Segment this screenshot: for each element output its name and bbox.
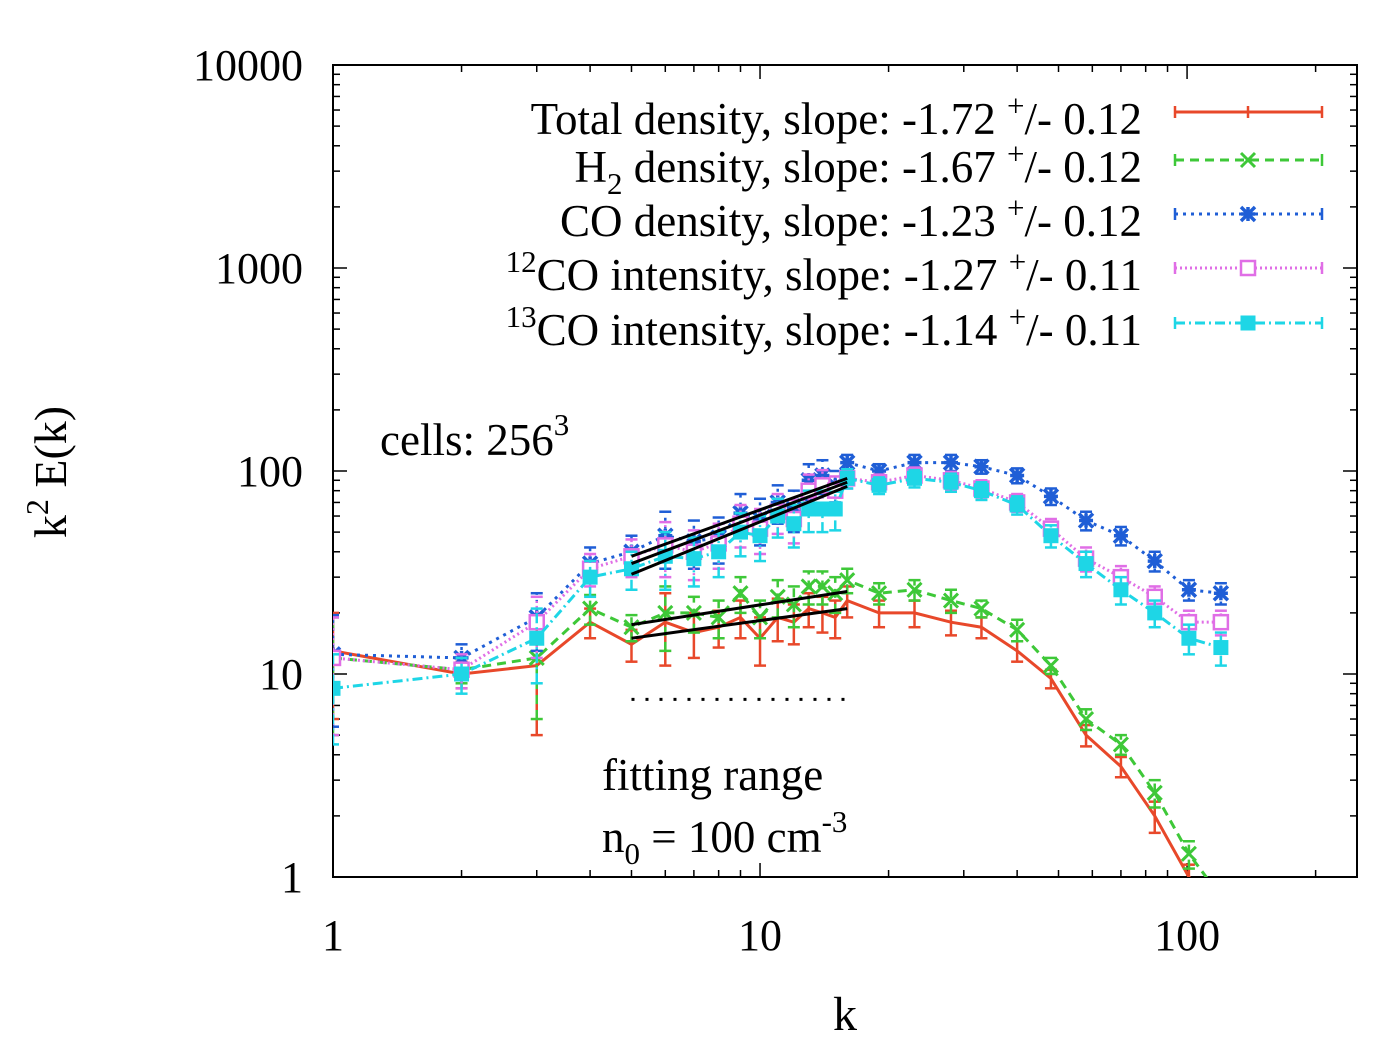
point-marker <box>838 454 856 471</box>
point-marker <box>582 600 599 617</box>
point-marker <box>1042 657 1060 674</box>
point-marker <box>942 454 960 471</box>
y-tick-label: 100 <box>237 447 303 496</box>
legend-label: Total density, slope: -1.72 +/- 0.12 <box>531 88 1142 144</box>
axes-group: 1 10 100 1 10 100 1000 10000 k k2 E(k) <box>19 41 1358 1041</box>
point-marker <box>1078 556 1094 572</box>
point-marker <box>786 516 802 532</box>
x-tick-label: 10 <box>738 911 782 960</box>
point-marker <box>800 578 817 595</box>
point-marker <box>752 528 768 544</box>
point-marker <box>582 569 598 585</box>
point-marker <box>529 630 545 646</box>
point-marker <box>973 458 990 475</box>
point-marker <box>1181 630 1197 646</box>
density-label: n0 = 100 cm-3 <box>602 804 847 871</box>
x-tick-label: 100 <box>1154 911 1220 960</box>
point-marker <box>943 474 959 490</box>
point-marker <box>906 454 923 471</box>
legend-label: H2 density, slope: -1.67 +/- 0.12 <box>574 136 1142 201</box>
cells-label: cells: 2563 <box>380 407 569 465</box>
point-marker <box>1009 621 1026 638</box>
point-marker <box>454 666 470 682</box>
fit-line <box>630 476 848 558</box>
point-marker <box>1112 527 1130 544</box>
point-marker <box>1112 736 1129 753</box>
point-marker <box>1008 467 1026 484</box>
point-marker <box>827 501 843 517</box>
point-marker <box>685 604 702 621</box>
point-marker <box>1212 613 1230 631</box>
point-marker <box>333 649 342 667</box>
x-axis-label: k <box>833 988 857 1041</box>
point-marker <box>1077 710 1095 728</box>
point-marker <box>1146 784 1163 801</box>
point-marker <box>1214 890 1228 904</box>
x-tick-label: 1 <box>322 911 344 960</box>
point-marker <box>1240 315 1256 331</box>
point-marker <box>1239 205 1257 223</box>
point-marker <box>1212 584 1230 602</box>
point-marker <box>1146 552 1163 570</box>
point-marker <box>1239 259 1257 277</box>
y-tick-label: 10000 <box>193 41 303 90</box>
fit-line <box>630 480 848 565</box>
point-marker <box>686 551 702 567</box>
y-tick-label: 1 <box>281 853 303 902</box>
legend-label: 13CO intensity, slope: -1.14 +/- 0.11 <box>506 299 1142 355</box>
fit-line <box>630 484 848 576</box>
point-marker <box>906 581 923 598</box>
point-marker <box>870 462 888 480</box>
point-marker <box>333 680 341 696</box>
fitting-range-label: fitting range <box>602 750 823 800</box>
point-marker <box>1147 605 1163 621</box>
point-marker <box>1009 497 1025 513</box>
point-marker <box>1043 528 1059 544</box>
point-marker <box>814 467 831 484</box>
legend-label: CO density, slope: -1.23 +/- 0.12 <box>560 190 1142 246</box>
fit-line <box>631 589 848 627</box>
plot-area <box>333 453 1230 904</box>
point-marker <box>1077 512 1095 529</box>
point-marker <box>871 477 887 493</box>
point-marker <box>907 470 923 486</box>
point-marker <box>1180 581 1198 598</box>
point-marker <box>814 501 830 517</box>
y-axis-label: k2 E(k) <box>19 406 76 538</box>
series-line <box>333 460 1222 660</box>
point-marker <box>871 585 888 602</box>
point-marker <box>1180 845 1197 862</box>
point-marker <box>973 483 989 499</box>
y-tick-label: 1000 <box>215 244 303 293</box>
point-marker <box>973 600 990 617</box>
point-marker <box>711 544 727 560</box>
legend-label: 12CO intensity, slope: -1.27 +/- 0.11 <box>506 244 1142 300</box>
point-marker <box>732 585 749 602</box>
point-marker <box>1213 640 1229 656</box>
fit-line <box>631 607 848 640</box>
point-marker <box>839 572 856 589</box>
point-marker <box>1042 488 1060 505</box>
point-marker <box>814 578 831 595</box>
y-tick-label: 10 <box>259 650 303 699</box>
point-marker <box>1113 582 1129 598</box>
point-marker <box>1239 151 1257 169</box>
series-4 <box>333 468 1229 746</box>
point-marker <box>942 592 960 609</box>
